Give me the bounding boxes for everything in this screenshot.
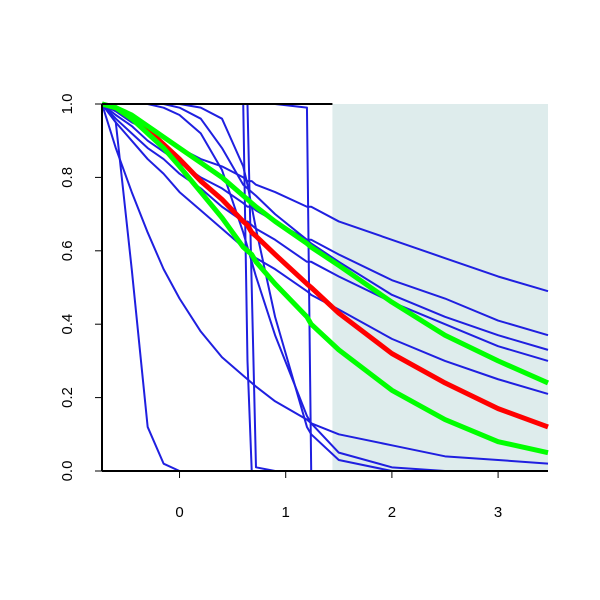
series-line — [101, 101, 549, 430]
x-tick-label: 3 — [494, 504, 502, 521]
y-tick-label: 0.6 — [59, 240, 76, 261]
y-tick-label: 0.4 — [59, 314, 76, 335]
series-line — [101, 101, 550, 386]
series-line — [101, 101, 549, 456]
x-tick-label: 1 — [282, 504, 290, 521]
y-tick-label: 0.8 — [59, 167, 76, 188]
x-tick-label: 2 — [388, 504, 396, 521]
y-tick-label: 0.2 — [59, 387, 76, 408]
y-tick-label: 0.0 — [59, 461, 76, 482]
x-tick-label: 0 — [175, 504, 183, 521]
y-tick-label: 1.0 — [59, 94, 76, 115]
series-line — [101, 103, 549, 465]
